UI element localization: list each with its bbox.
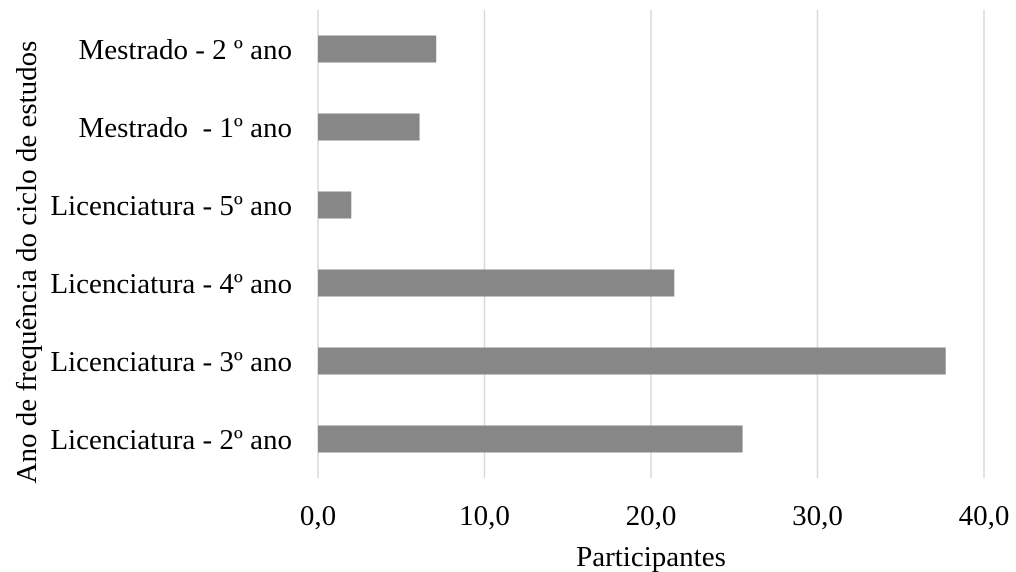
category-label: Licenciatura - 3º ano: [50, 346, 292, 378]
bar: [318, 191, 352, 219]
x-tick-label: 0,0: [300, 500, 336, 532]
x-tick-label: 30,0: [792, 500, 843, 532]
bar: [318, 35, 437, 63]
x-tick-label: 10,0: [459, 500, 510, 532]
category-label: Licenciatura - 4º ano: [50, 268, 292, 300]
category-label: Licenciatura - 2º ano: [50, 424, 292, 456]
category-label: Licenciatura - 5º ano: [50, 190, 292, 222]
x-tick-label: 20,0: [626, 500, 677, 532]
bars: [318, 35, 946, 453]
bar: [318, 113, 420, 141]
category-label: Mestrado - 2 º ano: [78, 34, 292, 66]
gridlines: [317, 10, 985, 478]
x-tick-label: 40,0: [959, 500, 1010, 532]
category-labels: Licenciatura - 2º ano Licenciatura - 3º a…: [50, 34, 292, 456]
x-axis-title: Participantes: [576, 541, 726, 572]
y-axis-title: Ano de frequência do ciclo de estudos: [11, 41, 43, 484]
bar: [318, 425, 743, 453]
bar: [318, 347, 946, 375]
category-label: Mestrado - 1º ano: [78, 112, 292, 144]
bar: [318, 269, 675, 297]
x-tick-labels: 0,0 10,0 20,0 30,0 40,0: [300, 500, 1010, 532]
